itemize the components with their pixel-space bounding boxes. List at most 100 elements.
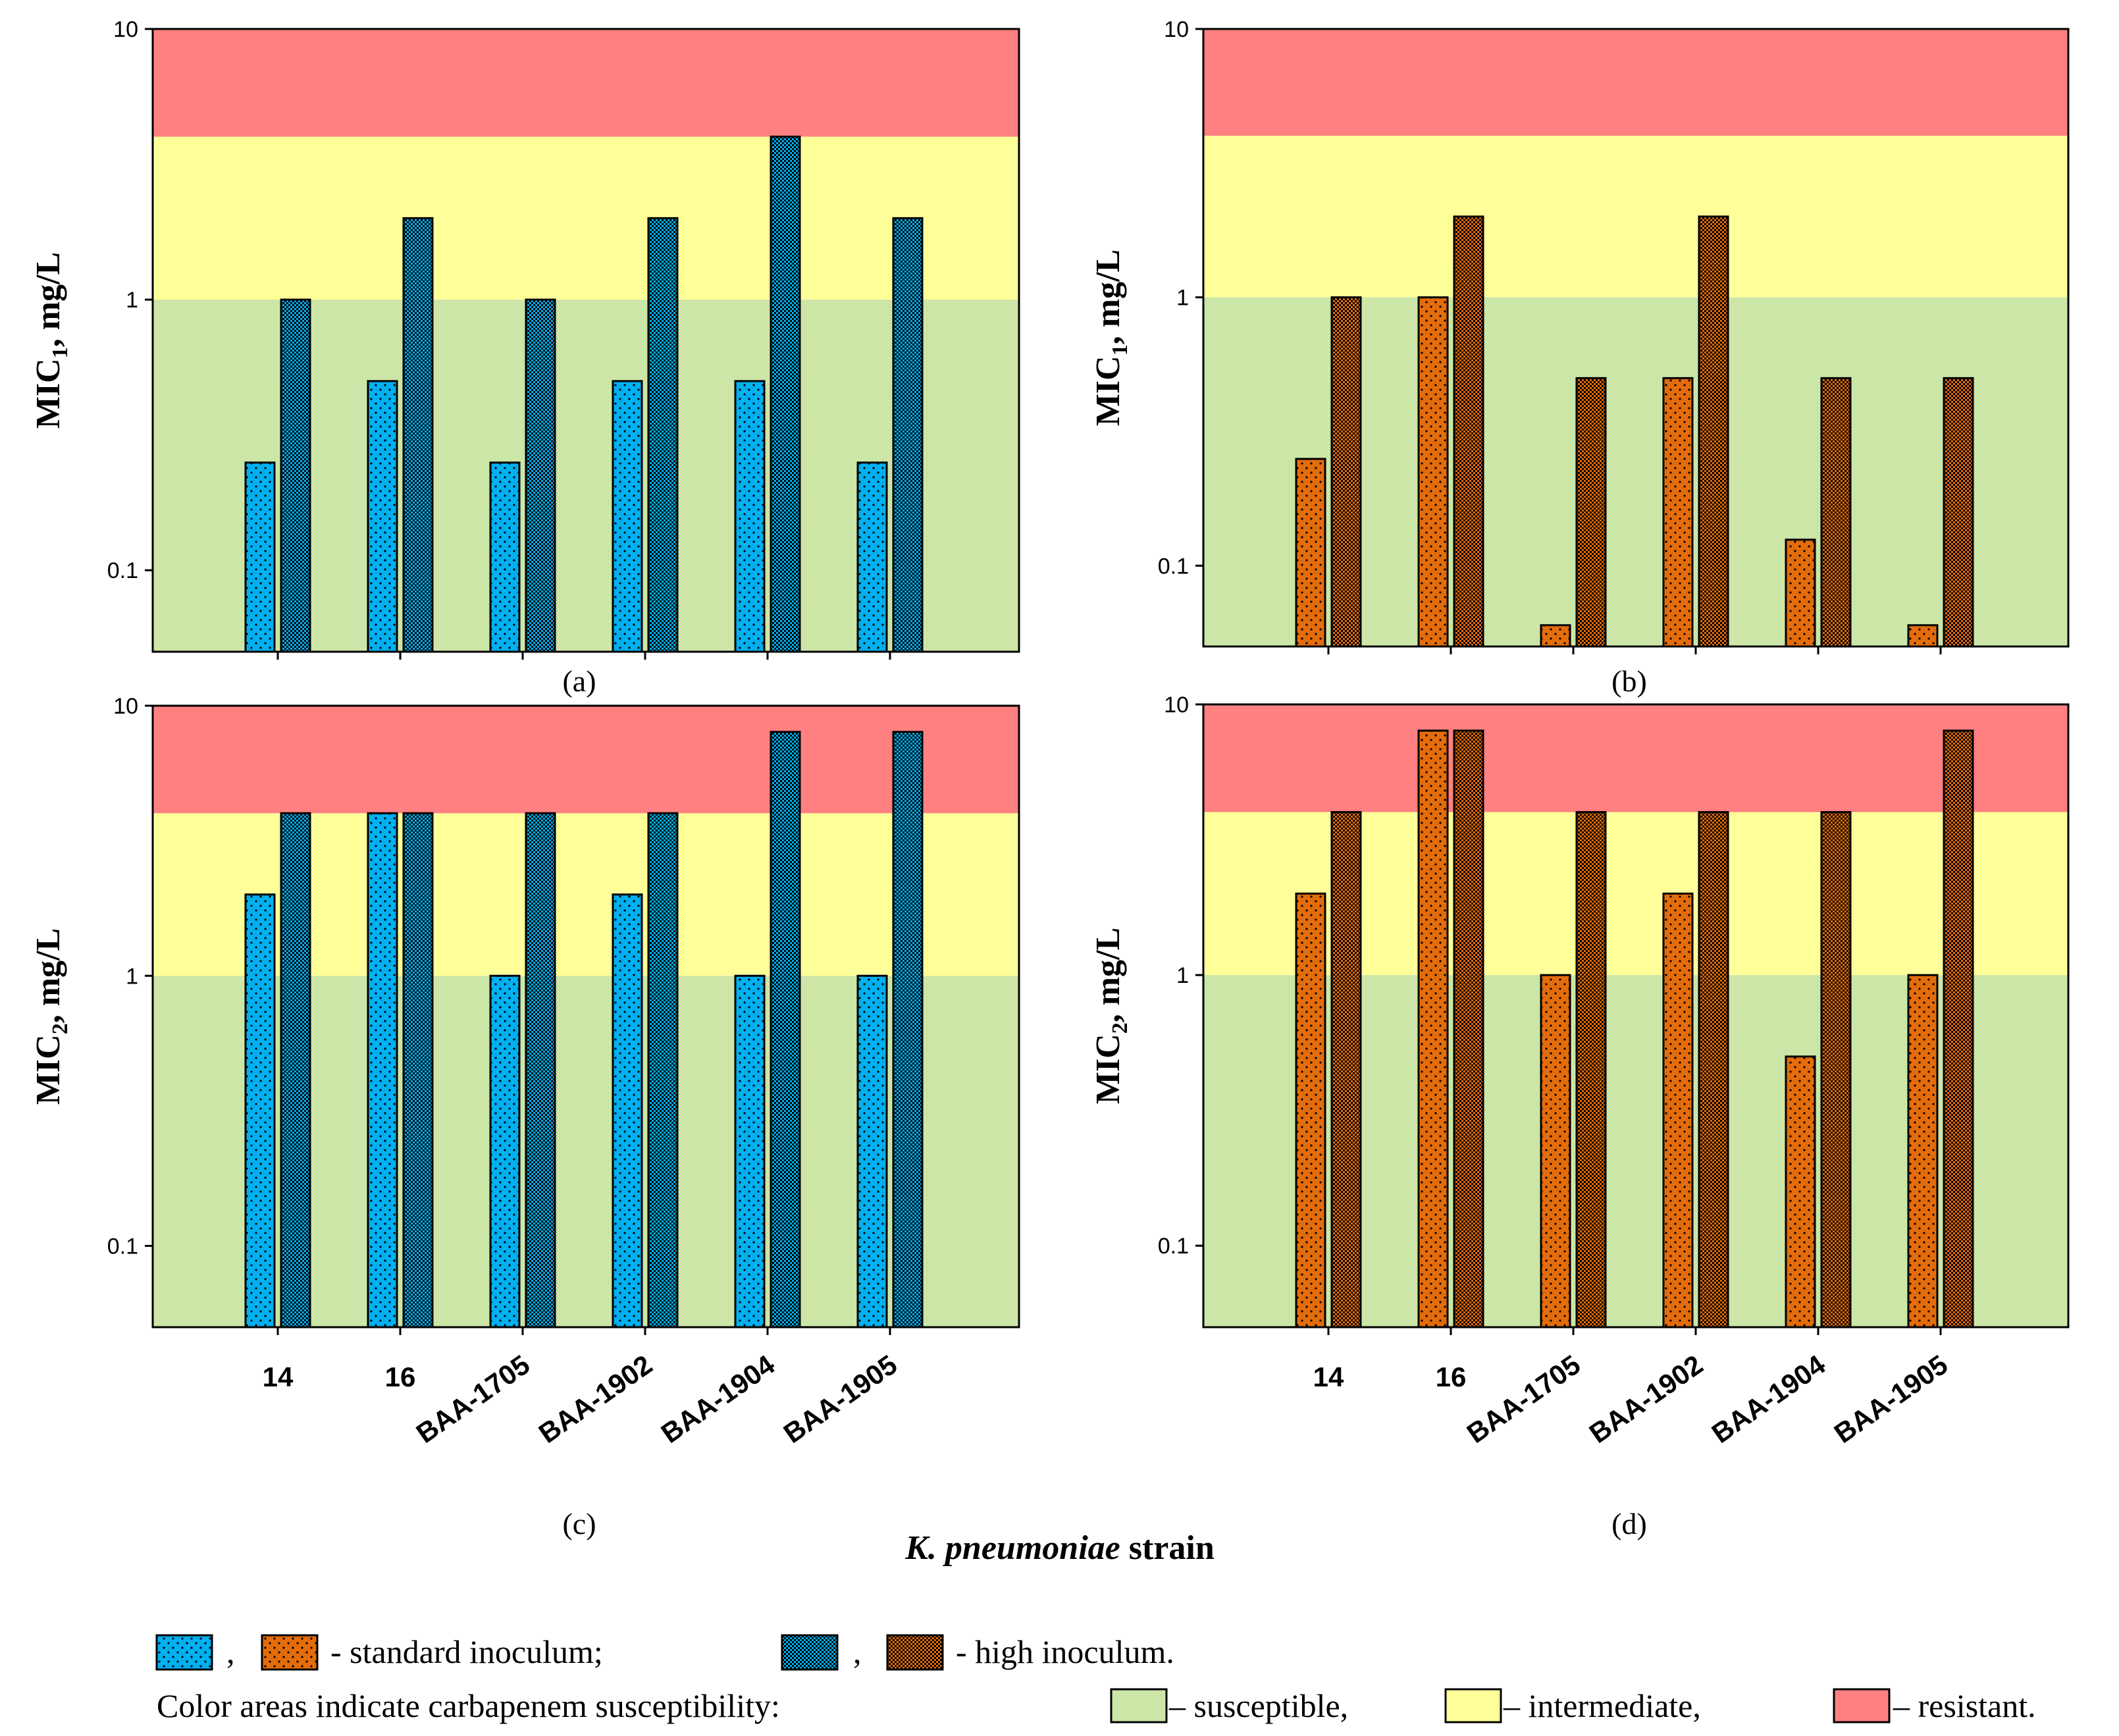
bar-14-high-pattern [280,812,311,1328]
y-axis-label: MIC1, mg/L [1089,250,1132,426]
legend-susceptible-label: – susceptible, [1168,1687,1348,1724]
legend-high-label: - high inoculum. [956,1633,1174,1670]
bar-BAA-1905-high-pattern [1943,377,1974,648]
legend-inoculum: , - standard inoculum; , - high inoculum… [155,1633,1174,1671]
y-tick-label: 10 [113,694,138,719]
category-label-BAA-1904: BAA-1904 [1706,1349,1831,1450]
legend-standard-label: - standard inoculum; [330,1633,603,1670]
plot-frame [1202,28,2070,648]
x-axis-title: K. pneumoniae strain [904,1529,1215,1567]
bar-BAA-1904-high-pattern [770,136,801,653]
category-label-BAA-1902: BAA-1902 [1584,1349,1708,1449]
bar-BAA-1904-high-pattern [1820,811,1852,1328]
bar-16-high-pattern [1453,729,1484,1328]
bar-16-standard-pattern [1417,296,1449,648]
y-tick-label: 10 [113,17,138,42]
bar-BAA-1705-high-pattern [525,812,556,1328]
bar-16-standard-pattern [367,380,398,653]
band-intermediate [1203,136,2068,298]
bar-16-standard-pattern [367,812,398,1328]
category-label-BAA-1902: BAA-1902 [533,1349,658,1449]
bar-BAA-1905-standard-pattern [1907,974,1939,1328]
chart-panel-a: 0.1 1 10 MIC1, mg/L (a) [30,17,1020,698]
plot-frame [151,28,1020,653]
bar-14-standard-pattern [1295,892,1326,1328]
bar-BAA-1905-standard-pattern [856,461,888,653]
bar-BAA-1902-high-pattern [647,812,679,1328]
bar-BAA-1905-standard-pattern [856,974,888,1328]
bar-14-standard-pattern [244,893,276,1328]
category-label-BAA-1705: BAA-1705 [411,1349,535,1449]
bar-BAA-1902-standard-pattern [612,893,643,1328]
legend-swatch-resistant [1833,1688,1891,1723]
panel-label: (c) [562,1507,596,1540]
bar-BAA-1705-high-pattern [1575,811,1607,1328]
band-resistant [1203,704,2068,812]
bar-BAA-1904-high-pattern [1820,377,1852,648]
bar-BAA-1905-high-pattern [892,217,924,653]
legend-swatch-orange-standard-pattern [262,1635,317,1670]
band-resistant [153,29,1019,137]
bar-14-standard-pattern [244,461,276,653]
category-label-16: 16 [385,1361,416,1392]
category-label-16: 16 [1436,1361,1467,1392]
category-label-BAA-1905: BAA-1905 [1829,1349,1953,1449]
chart-panel-b: 0.1 1 10 MIC1, mg/L (b) [1089,17,2070,698]
bar-BAA-1902-standard-pattern [612,380,643,653]
legend-swatch-susceptible [1110,1688,1168,1723]
legend-intermediate-label: – intermediate, [1503,1687,1701,1724]
legend-susceptibility: Color areas indicate carbapenem suscepti… [157,1687,2036,1724]
bar-BAA-1905-high-pattern [892,731,924,1328]
y-tick-label: 1 [1176,963,1189,988]
bar-16-standard-pattern [1417,729,1449,1328]
legend-areas-intro: Color areas indicate carbapenem suscepti… [157,1687,780,1724]
plot-frame [1202,703,2070,1328]
legend-swatch-blue-high-pattern [782,1635,837,1670]
legend-resistant-label: – resistant. [1893,1687,2036,1724]
legend-separator: , [226,1633,235,1670]
band-resistant [153,706,1019,814]
y-axis-label: MIC2, mg/L [30,928,72,1105]
bar-16-high-pattern [402,217,434,653]
bar-14-standard-pattern [1295,458,1326,648]
bar-BAA-1902-standard-pattern [1662,892,1694,1328]
bar-BAA-1904-high-pattern [770,731,801,1328]
legend-swatch-intermediate [1444,1688,1502,1723]
panel-label: (a) [562,664,596,698]
y-tick-label: 0.1 [107,1234,138,1259]
bar-BAA-1705-standard-pattern [1540,974,1571,1328]
bar-BAA-1705-standard-pattern [1540,624,1571,648]
bar-BAA-1904-standard-pattern [734,974,766,1328]
bar-14-high-pattern [280,298,311,653]
y-tick-label: 10 [1164,17,1189,42]
y-tick-label: 0.1 [107,558,138,583]
bar-BAA-1902-high-pattern [647,217,679,653]
bar-BAA-1902-high-pattern [1698,215,1729,648]
bar-BAA-1902-standard-pattern [1662,377,1694,648]
bar-BAA-1905-standard-pattern [1907,624,1939,648]
bar-BAA-1902-high-pattern [1698,811,1729,1328]
category-label-BAA-1904: BAA-1904 [656,1349,781,1450]
bar-BAA-1705-high-pattern [525,298,556,653]
y-axis-label: MIC2, mg/L [1089,928,1132,1104]
y-axis-label: MIC1, mg/L [30,252,72,429]
plot-frame [151,704,1020,1328]
category-label-BAA-1705: BAA-1705 [1461,1349,1586,1449]
bar-14-high-pattern [1330,811,1362,1328]
bar-16-high-pattern [402,812,434,1328]
category-label-BAA-1905: BAA-1905 [778,1349,903,1449]
y-tick-label: 1 [1176,286,1189,311]
y-tick-label: 0.1 [1158,1234,1189,1259]
bar-BAA-1705-standard-pattern [489,461,521,653]
bar-BAA-1905-high-pattern [1943,729,1974,1328]
y-tick-label: 1 [126,964,138,989]
legend-swatch-blue-standard-pattern [157,1635,212,1670]
category-label-14: 14 [263,1361,294,1392]
category-label-14: 14 [1313,1361,1344,1392]
y-tick-label: 10 [1164,693,1189,718]
band-resistant [1203,29,2068,136]
y-tick-label: 0.1 [1158,554,1189,579]
